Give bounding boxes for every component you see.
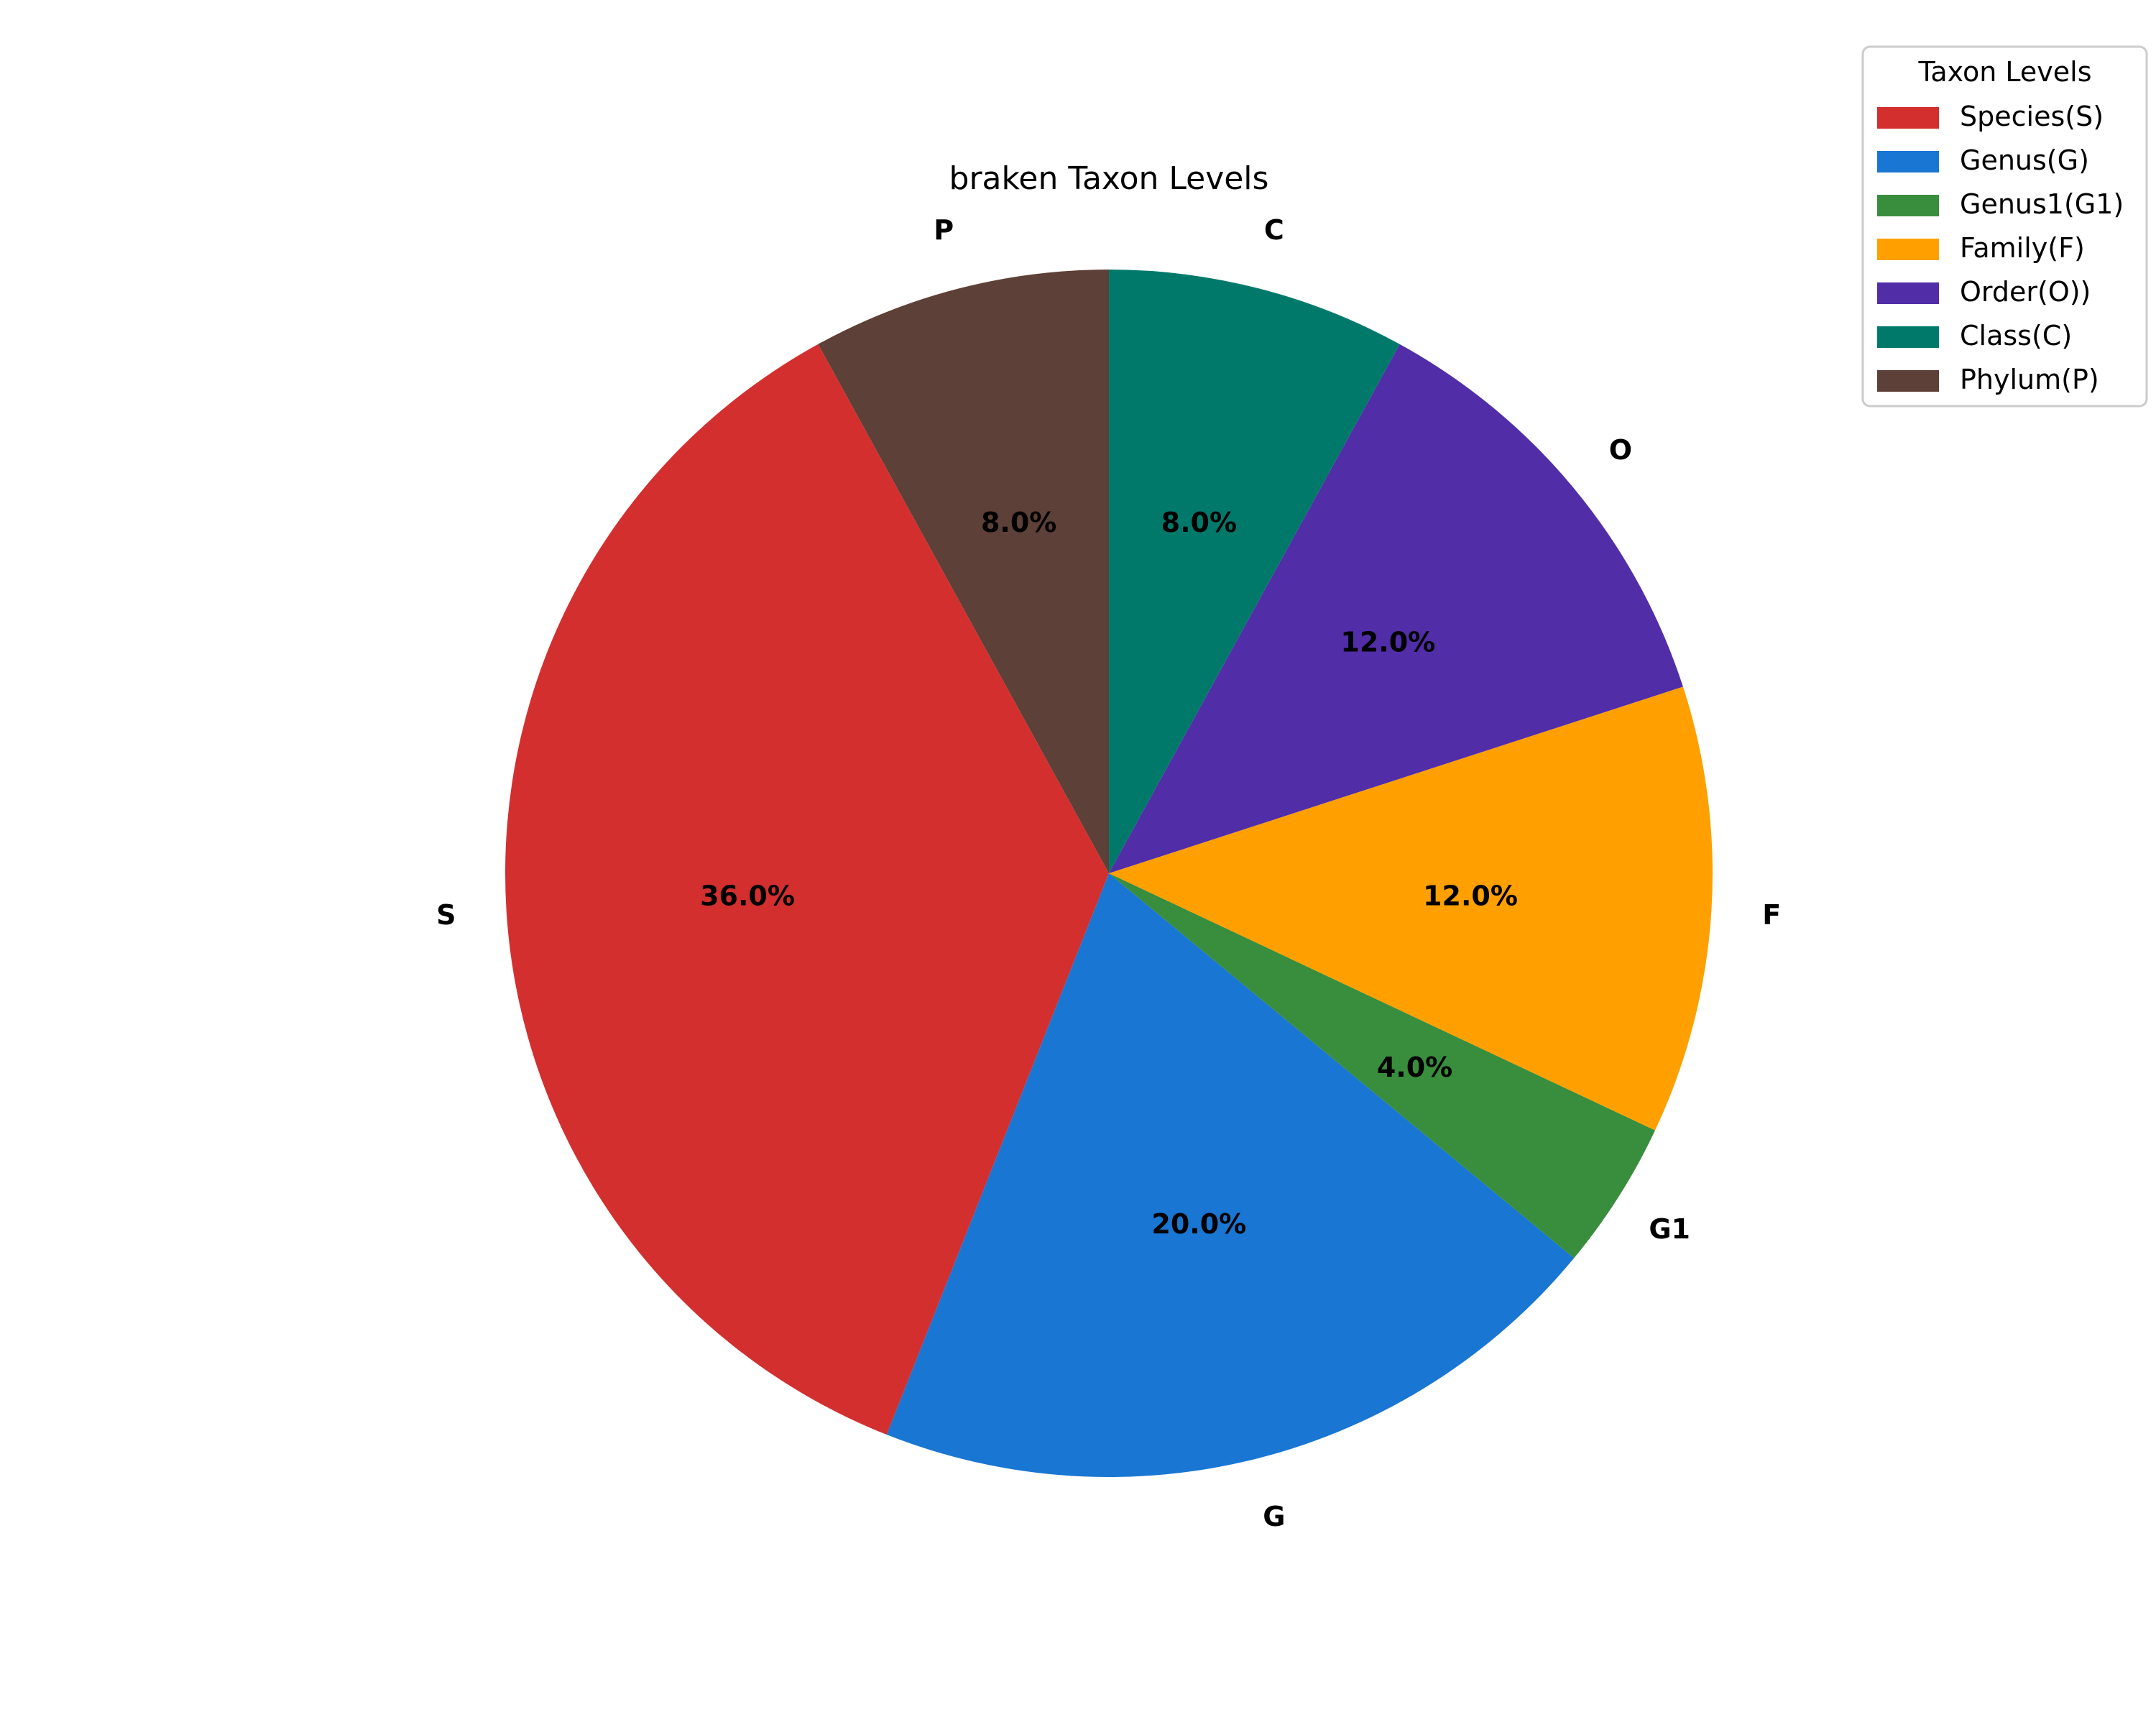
legend-label-g: Genus(G) [1960,144,2089,176]
pie-slice-g [886,873,1575,1477]
slice-label-p: P [934,214,954,246]
slice-percent-f: 12.0% [1423,880,1518,912]
slice-percent-g: 20.0% [1151,1208,1246,1240]
legend-swatch-g [1877,151,1939,172]
slice-percent-c: 8.0% [1161,507,1237,538]
legend-label-f: Family(F) [1960,232,2085,264]
pie-slice-o [1109,344,1683,874]
legend-label-o: Order(O)) [1960,276,2091,308]
slice-percent-o: 12.0% [1340,627,1435,658]
legend-label-g1: Genus1(G1) [1960,188,2124,220]
slice-percent-p: 8.0% [981,507,1056,538]
slice-percent-s: 36.0% [700,880,795,912]
legend-label-p: Phylum(P) [1960,364,2099,395]
legend-title: Taxon Levels [1917,56,2091,88]
legend-label-s: Species(S) [1960,101,2104,132]
legend-box [1861,45,2148,408]
legend-label-c: Class(C) [1960,320,2072,351]
legend-swatch-c [1877,326,1939,348]
pie-slice-s [505,344,1109,1435]
slice-label-g1: G1 [1649,1213,1690,1245]
legend-items: Species(S) Genus(G) Genus1(G1) Family(F) Ord… [1877,101,2124,395]
slice-label-s: S [436,899,456,931]
legend-swatch-p [1877,370,1939,392]
slice-label-c: C [1264,214,1284,246]
pie-slice-g1 [1109,873,1656,1259]
legend-swatch-s [1877,107,1939,129]
slice-label-o: O [1609,434,1632,466]
slice-percent-labels: 8.0% 36.0% 20.0% 4.0% 12.0% 12.0% 8.0% [700,507,1518,1240]
pie-slice-f [1109,686,1713,1131]
slice-label-f: F [1762,899,1781,931]
pie-slices [505,270,1713,1477]
legend-swatch-o [1877,282,1939,304]
slice-labels: P S G G1 F O C [436,214,1781,1532]
legend: Taxon Levels Species(S) Genus(G) Genus1(G1… [1861,45,2148,408]
slice-percent-g1: 4.0% [1377,1052,1452,1083]
slice-label-g: G [1263,1501,1285,1532]
pie-slice-p [818,270,1109,873]
chart-title: braken Taxon Levels [949,160,1269,197]
legend-swatch-g1 [1877,195,1939,216]
pie-slice-c [1109,270,1400,873]
legend-swatch-f [1877,239,1939,260]
